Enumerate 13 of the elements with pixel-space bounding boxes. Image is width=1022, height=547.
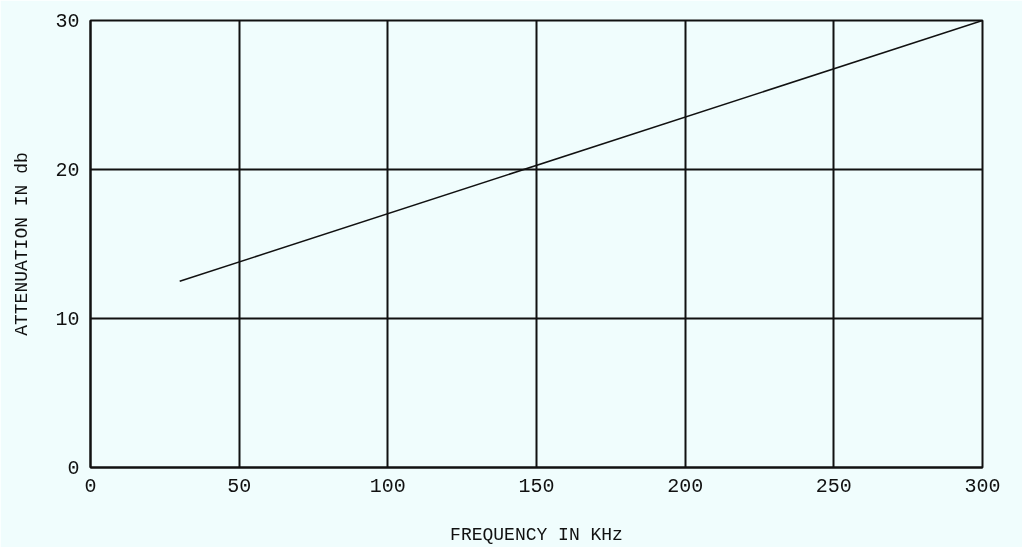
y-tick-label: 10 <box>55 308 80 331</box>
y-tick-label: 0 <box>67 457 80 480</box>
x-tick-label: 200 <box>667 474 704 498</box>
x-tick-label: 50 <box>227 474 252 498</box>
y-tick-label: 30 <box>55 10 80 33</box>
x-axis-title: FREQUENCY IN KHz <box>450 524 623 545</box>
x-tick-label: 0 <box>84 474 97 498</box>
y-axis-title: ATTENUATION IN db <box>12 152 33 336</box>
x-tick-label: 100 <box>369 474 406 498</box>
y-tick-label: 20 <box>55 159 80 182</box>
x-tick-label: 150 <box>518 474 555 498</box>
x-tick-label: 300 <box>964 474 1001 498</box>
x-tick-label: 250 <box>815 474 852 498</box>
